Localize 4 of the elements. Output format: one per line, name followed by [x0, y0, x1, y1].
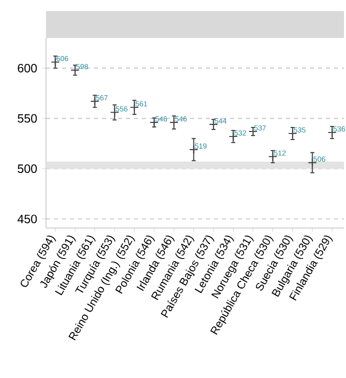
y-tick-label: 550: [18, 114, 37, 123]
y-tick-label: 500: [18, 164, 37, 173]
y-tick-label: 600: [18, 64, 37, 72]
y-tick-label: 450: [18, 214, 37, 224]
